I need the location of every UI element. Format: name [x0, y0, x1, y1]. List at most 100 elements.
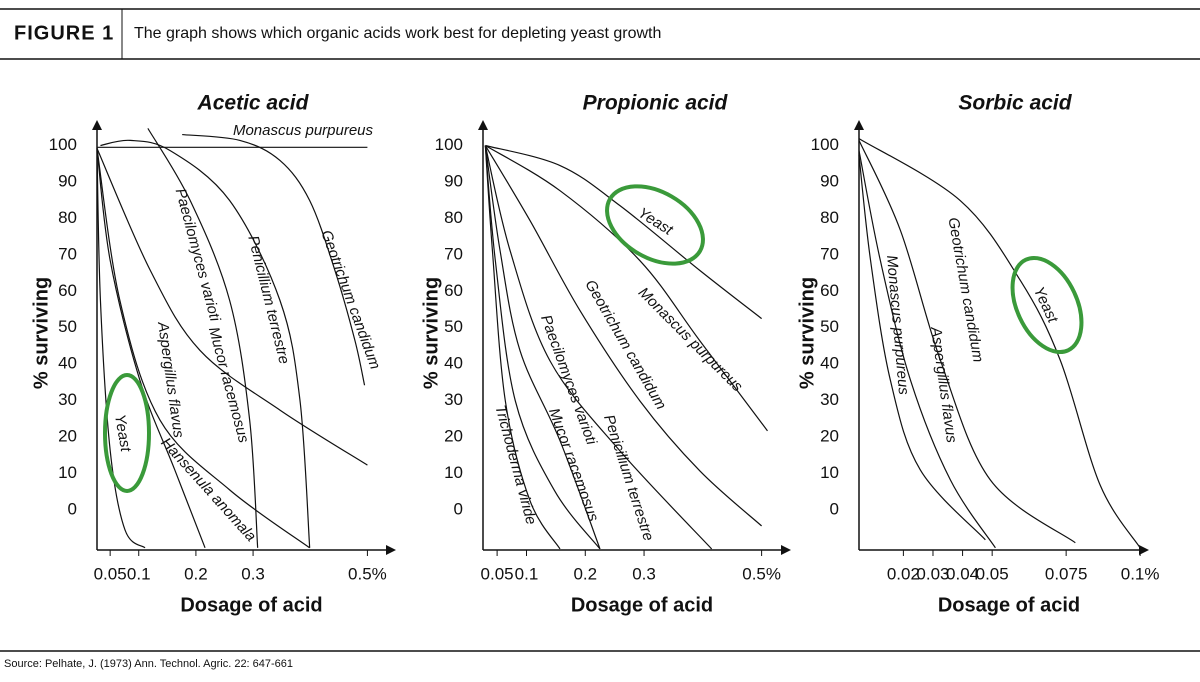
x-axis-arrow	[1139, 545, 1149, 555]
y-tick-label: 40	[58, 354, 77, 373]
y-axis-title: % surviving	[30, 277, 52, 389]
y-tick-label: 100	[435, 135, 463, 154]
chart-title: Propionic acid	[583, 92, 729, 115]
y-tick-label: 90	[444, 171, 463, 190]
curve-label: Aspergillus flavus	[927, 325, 960, 444]
y-tick-label: 100	[49, 135, 77, 154]
x-tick-label: 0.05	[481, 564, 514, 583]
y-axis-arrow	[92, 120, 102, 130]
x-tick-label: 0.02	[887, 564, 920, 583]
x-tick-label: 0.1%	[1121, 564, 1160, 583]
curve	[858, 150, 996, 549]
y-tick-label: 30	[58, 390, 77, 409]
y-tick-label: 20	[58, 427, 77, 446]
curve	[96, 148, 311, 549]
curve	[484, 145, 763, 527]
x-tick-label: 0.075	[1045, 564, 1088, 583]
y-tick-label: 80	[58, 208, 77, 227]
y-tick-label: 80	[820, 208, 839, 227]
y-tick-label: 40	[444, 354, 463, 373]
curve	[182, 133, 366, 386]
y-axis-arrow	[478, 120, 488, 130]
y-tick-label: 50	[444, 317, 463, 336]
chart-title: Sorbic acid	[958, 92, 1072, 115]
y-tick-label: 60	[58, 281, 77, 300]
curve-label: Yeast	[111, 413, 134, 454]
curve-label: Geotrichum candidum	[944, 216, 986, 363]
y-tick-label: 10	[820, 463, 839, 482]
y-tick-label: 70	[820, 244, 839, 263]
x-tick-label: 0.2	[184, 564, 208, 583]
y-tick-label: 10	[58, 463, 77, 482]
curve-label: Geotrichum candidum	[317, 228, 383, 372]
curve-label: Trichoderma viride	[491, 403, 539, 526]
y-tick-label: 0	[830, 499, 839, 518]
curve	[858, 155, 986, 541]
x-axis-title: Dosage of acid	[180, 594, 322, 616]
curve	[858, 138, 1141, 549]
highlight-ellipse	[1010, 255, 1084, 355]
curve-label: Paecilomyces varioti	[172, 187, 224, 324]
x-tick-label: 0.5%	[348, 564, 387, 583]
curve-label: Penicillium terrestre	[600, 413, 657, 544]
x-tick-label: 0.05	[94, 564, 127, 583]
curve	[484, 145, 601, 550]
curve	[96, 148, 206, 549]
curve-label: Hansenula anomala	[157, 434, 259, 545]
curve	[484, 145, 601, 550]
curve	[147, 128, 259, 548]
figure-label: FIGURE 1	[14, 22, 114, 44]
curve	[485, 144, 762, 320]
y-tick-label: 20	[444, 427, 463, 446]
highlight-ellipse	[103, 373, 151, 493]
curve-label: Monascus purpureus	[883, 254, 912, 396]
curve	[484, 145, 713, 550]
y-axis-title: % surviving	[420, 277, 442, 389]
y-tick-label: 30	[444, 390, 463, 409]
y-tick-label: 90	[820, 171, 839, 190]
y-tick-label: 80	[444, 208, 463, 227]
y-tick-label: 50	[820, 317, 839, 336]
x-axis-arrow	[781, 545, 791, 555]
y-tick-label: 90	[58, 171, 77, 190]
x-tick-label: 0.2	[573, 564, 597, 583]
curve-label: Monascus purpureus	[233, 122, 374, 139]
y-tick-label: 30	[820, 390, 839, 409]
y-tick-label: 20	[820, 427, 839, 446]
y-tick-label: 100	[811, 135, 839, 154]
y-tick-label: 70	[444, 244, 463, 263]
curve-label: Penicillium terrestre	[244, 234, 292, 366]
curve	[484, 145, 561, 550]
curve	[485, 144, 768, 432]
x-axis-title: Dosage of acid	[938, 594, 1080, 616]
x-axis-title: Dosage of acid	[571, 594, 713, 616]
x-tick-label: 0.04	[946, 564, 979, 583]
y-tick-label: 50	[58, 317, 77, 336]
x-tick-label: 0.3	[632, 564, 656, 583]
y-axis-title: % surviving	[796, 277, 818, 389]
x-tick-label: 0.1	[515, 564, 539, 583]
source: Source: Pelhate, J. (1973) Ann. Technol.…	[4, 658, 293, 670]
curve	[100, 139, 311, 548]
curve	[96, 148, 368, 466]
y-axis-arrow	[854, 120, 864, 130]
y-tick-label: 40	[820, 354, 839, 373]
chart-title: Acetic acid	[197, 92, 310, 115]
highlight-ellipse	[605, 184, 705, 266]
y-tick-label: 70	[58, 244, 77, 263]
figure-caption: The graph shows which organic acids work…	[134, 25, 661, 42]
y-tick-label: 0	[68, 499, 77, 518]
curve	[858, 140, 1076, 544]
y-tick-label: 60	[820, 281, 839, 300]
x-tick-label: 0.3	[241, 564, 265, 583]
curve-label: Aspergillus flavus	[154, 320, 187, 439]
x-tick-label: 0.05	[976, 564, 1009, 583]
y-tick-label: 0	[454, 499, 463, 518]
y-tick-label: 10	[444, 463, 463, 482]
x-tick-label: 0.1	[127, 564, 151, 583]
x-tick-label: 0.03	[916, 564, 949, 583]
x-tick-label: 0.5%	[742, 564, 781, 583]
x-axis-arrow	[386, 545, 396, 555]
y-tick-label: 60	[444, 281, 463, 300]
